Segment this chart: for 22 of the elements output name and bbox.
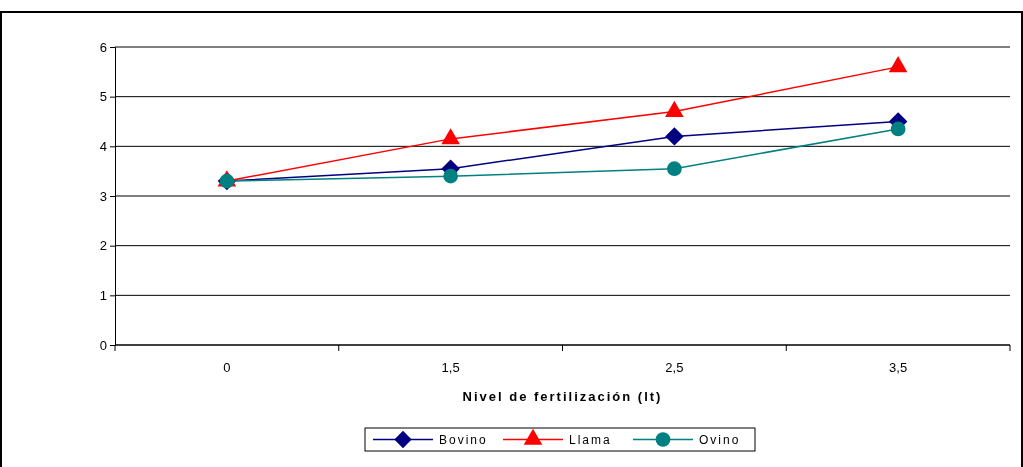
y-tick-label: 2 <box>99 238 107 254</box>
point <box>441 128 460 145</box>
y-tick-label: 0 <box>99 337 107 353</box>
x-tick-label: 0 <box>223 360 231 376</box>
y-tick-label: 6 <box>99 39 107 55</box>
point <box>443 168 458 184</box>
y-tick-label: 5 <box>99 89 107 105</box>
x-tick-label: 1,5 <box>441 360 460 376</box>
legend-label: Bovino <box>439 433 488 447</box>
y-tick-label: 4 <box>99 138 107 154</box>
legend-label: Llama <box>569 433 612 447</box>
point <box>667 161 682 177</box>
y-tick-label: 1 <box>99 287 107 303</box>
x-tick-label: 3,5 <box>889 360 908 376</box>
x-axis-title: Nivel de fertilización (lt) <box>462 389 663 404</box>
legend-label: Ovino <box>699 433 741 447</box>
point <box>665 127 684 146</box>
x-tick-label: 2,5 <box>665 360 684 376</box>
point <box>888 56 908 73</box>
point <box>665 100 684 117</box>
y-tick-label: 3 <box>99 188 107 204</box>
point <box>890 121 906 137</box>
